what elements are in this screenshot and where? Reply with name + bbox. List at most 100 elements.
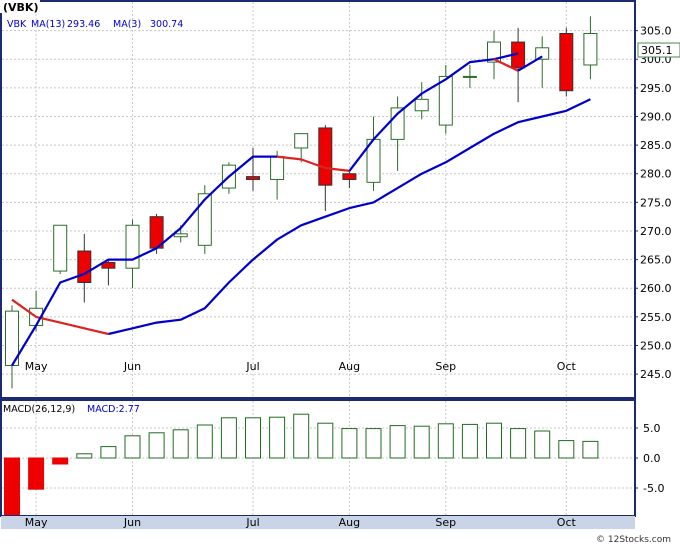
- macd-bar: [389, 425, 406, 459]
- ma13-value: 293.46: [67, 19, 100, 30]
- macd-panel: -5.0 0.0 5.0 MACD(26,12,9) MACD:2.77: [0, 399, 664, 517]
- macd-bar: [582, 440, 599, 459]
- macd-month-label: Oct: [557, 516, 577, 529]
- price-tick-label: 250.0: [640, 339, 672, 352]
- candle-body: [197, 193, 212, 246]
- price-x-axis: May Jun Jul Aug Sep Oct: [25, 360, 577, 373]
- macd-bar: [413, 425, 430, 459]
- price-tick-label: 285.0: [640, 139, 672, 152]
- candle-body: [583, 32, 598, 66]
- macd-tick-label: 5.0: [643, 422, 661, 435]
- price-tick-label: 280.0: [640, 168, 672, 181]
- candle-body: [125, 224, 140, 269]
- price-tick-label: 260.0: [640, 282, 672, 295]
- watermark: © 12Stocks.com: [596, 535, 671, 545]
- macd-bar: [220, 417, 237, 459]
- macd-bar: [76, 453, 93, 459]
- macd-bar: [293, 413, 310, 459]
- price-tick-label: 295.0: [640, 82, 672, 95]
- price-tick-label: 290.0: [640, 110, 672, 123]
- macd-bar: [341, 428, 358, 459]
- candle-body: [294, 133, 309, 149]
- candle-body: [318, 127, 333, 186]
- bottom-axis-strip: [1, 516, 635, 529]
- price-tick-label: 245.0: [640, 368, 672, 381]
- ma3-line-segment: [276, 155, 350, 172]
- price-month-label: Jun: [123, 360, 141, 373]
- price-axis: 245.0 250.0 255.0 260.0 265.0 270.0 275.0 280.0…: [634, 25, 672, 381]
- price-tick-label: 255.0: [640, 311, 672, 324]
- macd-tick-label: -5.0: [643, 482, 664, 495]
- candle-body: [462, 75, 477, 78]
- ma3-line-segment: [11, 155, 278, 367]
- macd-bar: [437, 423, 454, 459]
- macd-bar: [317, 422, 334, 459]
- candle-body: [438, 75, 453, 126]
- candle-body: [173, 233, 188, 238]
- candle-body: [414, 98, 429, 112]
- candle-body: [53, 224, 68, 272]
- price-month-label: May: [25, 360, 48, 373]
- price-panel-frame: [0, 0, 636, 399]
- macd-tick-label: 0.0: [643, 452, 661, 465]
- candle-body: [270, 156, 285, 180]
- macd-bar: [52, 457, 69, 465]
- macd-bar: [100, 446, 117, 459]
- macd-bar: [245, 417, 261, 459]
- macd-bar: [365, 428, 382, 459]
- ma3-line-segment: [348, 52, 519, 172]
- candle-body: [101, 261, 116, 269]
- price-month-label: Aug: [339, 360, 360, 373]
- price-month-label: Sep: [435, 360, 456, 373]
- candle-body: [77, 250, 92, 284]
- macd-bar: [269, 416, 286, 459]
- last-price-value: 305.1: [641, 44, 673, 57]
- symbol-box: [0, 0, 40, 13]
- candle-body: [559, 32, 574, 92]
- price-tick-label: 265.0: [640, 254, 672, 267]
- macd-month-label: Aug: [339, 516, 360, 529]
- symbol-label: (VBK): [3, 1, 38, 14]
- price-marks: [5, 16, 598, 389]
- macd-x-axis: May Jun Jul Aug Sep Oct: [25, 516, 577, 529]
- macd-bars: [4, 413, 599, 516]
- ma13-label: MA(13): [31, 19, 65, 30]
- macd-value-label: MACD:2.77: [87, 404, 140, 415]
- macd-bar: [4, 457, 20, 516]
- ma13-line: [108, 98, 591, 336]
- macd-bar: [461, 423, 478, 459]
- ticker-label: VBK: [7, 19, 27, 30]
- price-tick-label: 275.0: [640, 196, 672, 209]
- price-month-label: Jul: [245, 360, 259, 373]
- ma3-line-segment: [11, 298, 109, 336]
- macd-month-label: Sep: [435, 516, 456, 529]
- price-tick-label: 270.0: [640, 225, 672, 238]
- ma3-label: MA(3): [113, 19, 141, 30]
- ma3-line-segment: [517, 55, 543, 72]
- macd-bar: [510, 428, 527, 459]
- macd-bar: [28, 457, 45, 490]
- last-price-marker: 305.1: [637, 42, 680, 58]
- price-tick-label: 305.0: [640, 25, 672, 38]
- candle-body: [535, 47, 550, 60]
- macd-label: MACD(26,12,9): [3, 404, 75, 415]
- macd-bar: [148, 432, 165, 459]
- macd-month-label: Jul: [245, 516, 259, 529]
- candle-body: [246, 176, 260, 180]
- macd-bar: [124, 435, 141, 459]
- macd-bar: [486, 422, 502, 459]
- price-panel: 245.0 250.0 255.0 260.0 265.0 270.0 275.0 280.0…: [0, 0, 672, 399]
- candle-body: [5, 310, 19, 367]
- macd-bar: [172, 429, 189, 459]
- macd-bar: [196, 424, 213, 459]
- price-month-label: Oct: [557, 360, 577, 373]
- macd-bar: [558, 440, 575, 459]
- candle-body: [342, 173, 357, 180]
- ma3-value: 300.74: [150, 19, 183, 30]
- candle-body: [487, 41, 501, 63]
- macd-month-label: Jun: [123, 516, 141, 529]
- last-price-box: [637, 42, 680, 58]
- macd-axis: -5.0 0.0 5.0: [634, 422, 664, 495]
